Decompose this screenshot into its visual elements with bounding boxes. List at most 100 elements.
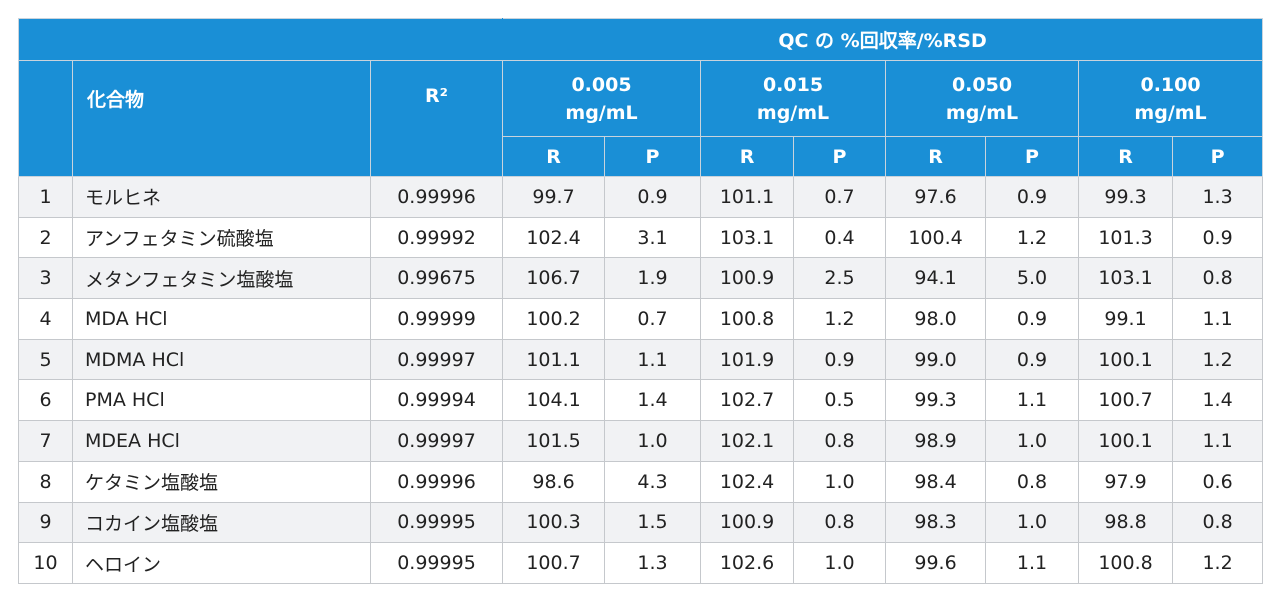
recovery-value: 99.3 [1078, 176, 1174, 218]
compound-name: MDEA HCl [72, 420, 371, 462]
compound-name: MDMA HCl [72, 338, 371, 381]
compound-name: メタンフェタミン塩酸塩 [72, 257, 371, 300]
recovery-value: 99.7 [502, 176, 606, 218]
recovery-value: 100.9 [700, 257, 795, 300]
rsd-value: 1.2 [1172, 338, 1264, 381]
r2-value: 0.99995 [369, 501, 504, 544]
rsd-value: 1.1 [985, 379, 1080, 422]
rsd-value: 1.0 [793, 460, 887, 503]
rsd-value: 1.0 [985, 501, 1080, 544]
recovery-value: 100.1 [1078, 420, 1174, 462]
recovery-value: 100.8 [700, 298, 795, 340]
rsd-value: 0.8 [793, 501, 887, 544]
rsd-value: 0.8 [1172, 257, 1264, 300]
rsd-value: 1.2 [985, 216, 1080, 259]
r2-value: 0.99995 [369, 542, 504, 584]
sub-header: P [604, 136, 702, 177]
recovery-value: 101.3 [1078, 216, 1174, 259]
data-row: 2 アンフェタミン硫酸塩 0.99992 102.4 3.1 103.1 0.4 100.4 1… [18, 216, 1264, 259]
rsd-value: 0.4 [793, 216, 887, 259]
recovery-value: 100.7 [502, 542, 606, 584]
recovery-value: 98.9 [885, 420, 987, 462]
rsd-value: 0.8 [1172, 501, 1264, 544]
compound-name: ヘロイン [72, 542, 371, 584]
rsd-value: 0.9 [793, 338, 887, 381]
recovery-value: 99.0 [885, 338, 987, 381]
r2-value: 0.99997 [369, 338, 504, 381]
data-row: 3 メタンフェタミン塩酸塩 0.99675 106.7 1.9 100.9 2.5 94.1 5… [18, 257, 1264, 300]
rsd-value: 5.0 [985, 257, 1080, 300]
table-head: QC の %回収率/%RSD 化合物 R² 0.005 mg/mL 0.015 mg/… [17, 18, 1264, 177]
data-row: 8 ケタミン塩酸塩 0.99996 98.6 4.3 102.4 1.0 98.4 0.8 97.… [18, 460, 1264, 503]
recovery-value: 101.1 [700, 176, 795, 218]
recovery-value: 104.1 [502, 379, 606, 422]
recovery-value: 100.8 [1078, 542, 1174, 584]
row-index: 1 [18, 176, 73, 218]
rsd-value: 1.0 [793, 542, 887, 584]
compound-name: コカイン塩酸塩 [72, 501, 371, 544]
recovery-value: 100.9 [700, 501, 795, 544]
table-body: 1 モルヒネ 0.99996 99.7 0.9 101.1 0.7 97.6 0.9 99.3 1.… [18, 176, 1264, 584]
rsd-value: 1.3 [1172, 176, 1264, 218]
r2-value: 0.99996 [369, 176, 504, 218]
sub-header: R [700, 136, 795, 177]
concentration-value: 0.050 [951, 73, 1013, 96]
recovery-value: 102.6 [700, 542, 795, 584]
data-row: 6 PMA HCl 0.99994 104.1 1.4 102.7 0.5 99.3 1.1 10… [18, 379, 1264, 422]
rsd-value: 1.1 [985, 542, 1080, 584]
r2-value: 0.99999 [369, 298, 504, 340]
rsd-value: 0.9 [985, 176, 1080, 218]
concentration-header: 0.050 mg/mL [885, 60, 1080, 137]
rsd-value: 1.9 [604, 257, 702, 300]
recovery-value: 98.0 [885, 298, 987, 340]
recovery-value: 99.1 [1078, 298, 1174, 340]
results-table: QC の %回収率/%RSD 化合物 R² 0.005 mg/mL 0.015 mg/… [17, 18, 1264, 584]
header-compound: 化合物 [72, 60, 371, 177]
rsd-value: 1.4 [604, 379, 702, 422]
rsd-value: 4.3 [604, 460, 702, 503]
rsd-value: 0.8 [793, 420, 887, 462]
recovery-value: 100.2 [502, 298, 606, 340]
recovery-value: 98.8 [1078, 501, 1174, 544]
concentration-header: 0.100 mg/mL [1078, 60, 1264, 137]
row-index: 9 [18, 501, 73, 544]
compound-name: アンフェタミン硫酸塩 [72, 216, 371, 259]
compound-name: MDA HCl [72, 298, 371, 340]
recovery-value: 97.9 [1078, 460, 1174, 503]
row-index: 6 [18, 379, 73, 422]
recovery-value: 102.7 [700, 379, 795, 422]
recovery-value: 99.6 [885, 542, 987, 584]
recovery-value: 98.4 [885, 460, 987, 503]
rsd-value: 1.1 [1172, 420, 1264, 462]
sub-header: P [793, 136, 887, 177]
recovery-value: 102.4 [502, 216, 606, 259]
data-row: 1 モルヒネ 0.99996 99.7 0.9 101.1 0.7 97.6 0.9 99.3 1.… [18, 176, 1264, 218]
rsd-value: 1.3 [604, 542, 702, 584]
rsd-value: 1.0 [604, 420, 702, 462]
sub-header: R [502, 136, 606, 177]
header-blank [17, 18, 504, 61]
compound-name: モルヒネ [72, 176, 371, 218]
rsd-value: 1.1 [604, 338, 702, 381]
header-row: 化合物 R² 0.005 mg/mL 0.015 mg/mL 0.050 mg/mL 0.1… [18, 60, 1264, 177]
rsd-value: 2.5 [793, 257, 887, 300]
recovery-value: 101.1 [502, 338, 606, 381]
row-index: 2 [18, 216, 73, 259]
rsd-value: 0.7 [604, 298, 702, 340]
concentration-unit: mg/mL [1134, 101, 1207, 124]
concentration-header: 0.015 mg/mL [700, 60, 887, 137]
r2-value: 0.99997 [369, 420, 504, 462]
sub-header: R [1078, 136, 1174, 177]
concentration-value: 0.005 [571, 73, 632, 96]
row-index: 8 [18, 460, 73, 503]
data-row: 5 MDMA HCl 0.99997 101.1 1.1 101.9 0.9 99.0 0.9 1… [18, 338, 1264, 381]
rsd-value: 0.6 [1172, 460, 1264, 503]
rsd-value: 1.2 [793, 298, 887, 340]
data-row: 10 ヘロイン 0.99995 100.7 1.3 102.6 1.0 99.6 1.1 100.… [18, 542, 1264, 584]
r2-value: 0.99996 [369, 460, 504, 503]
concentration-unit: mg/mL [945, 101, 1019, 124]
compound-name: PMA HCl [72, 379, 371, 422]
row-index: 5 [18, 338, 73, 381]
concentration-value: 0.100 [1140, 73, 1201, 96]
